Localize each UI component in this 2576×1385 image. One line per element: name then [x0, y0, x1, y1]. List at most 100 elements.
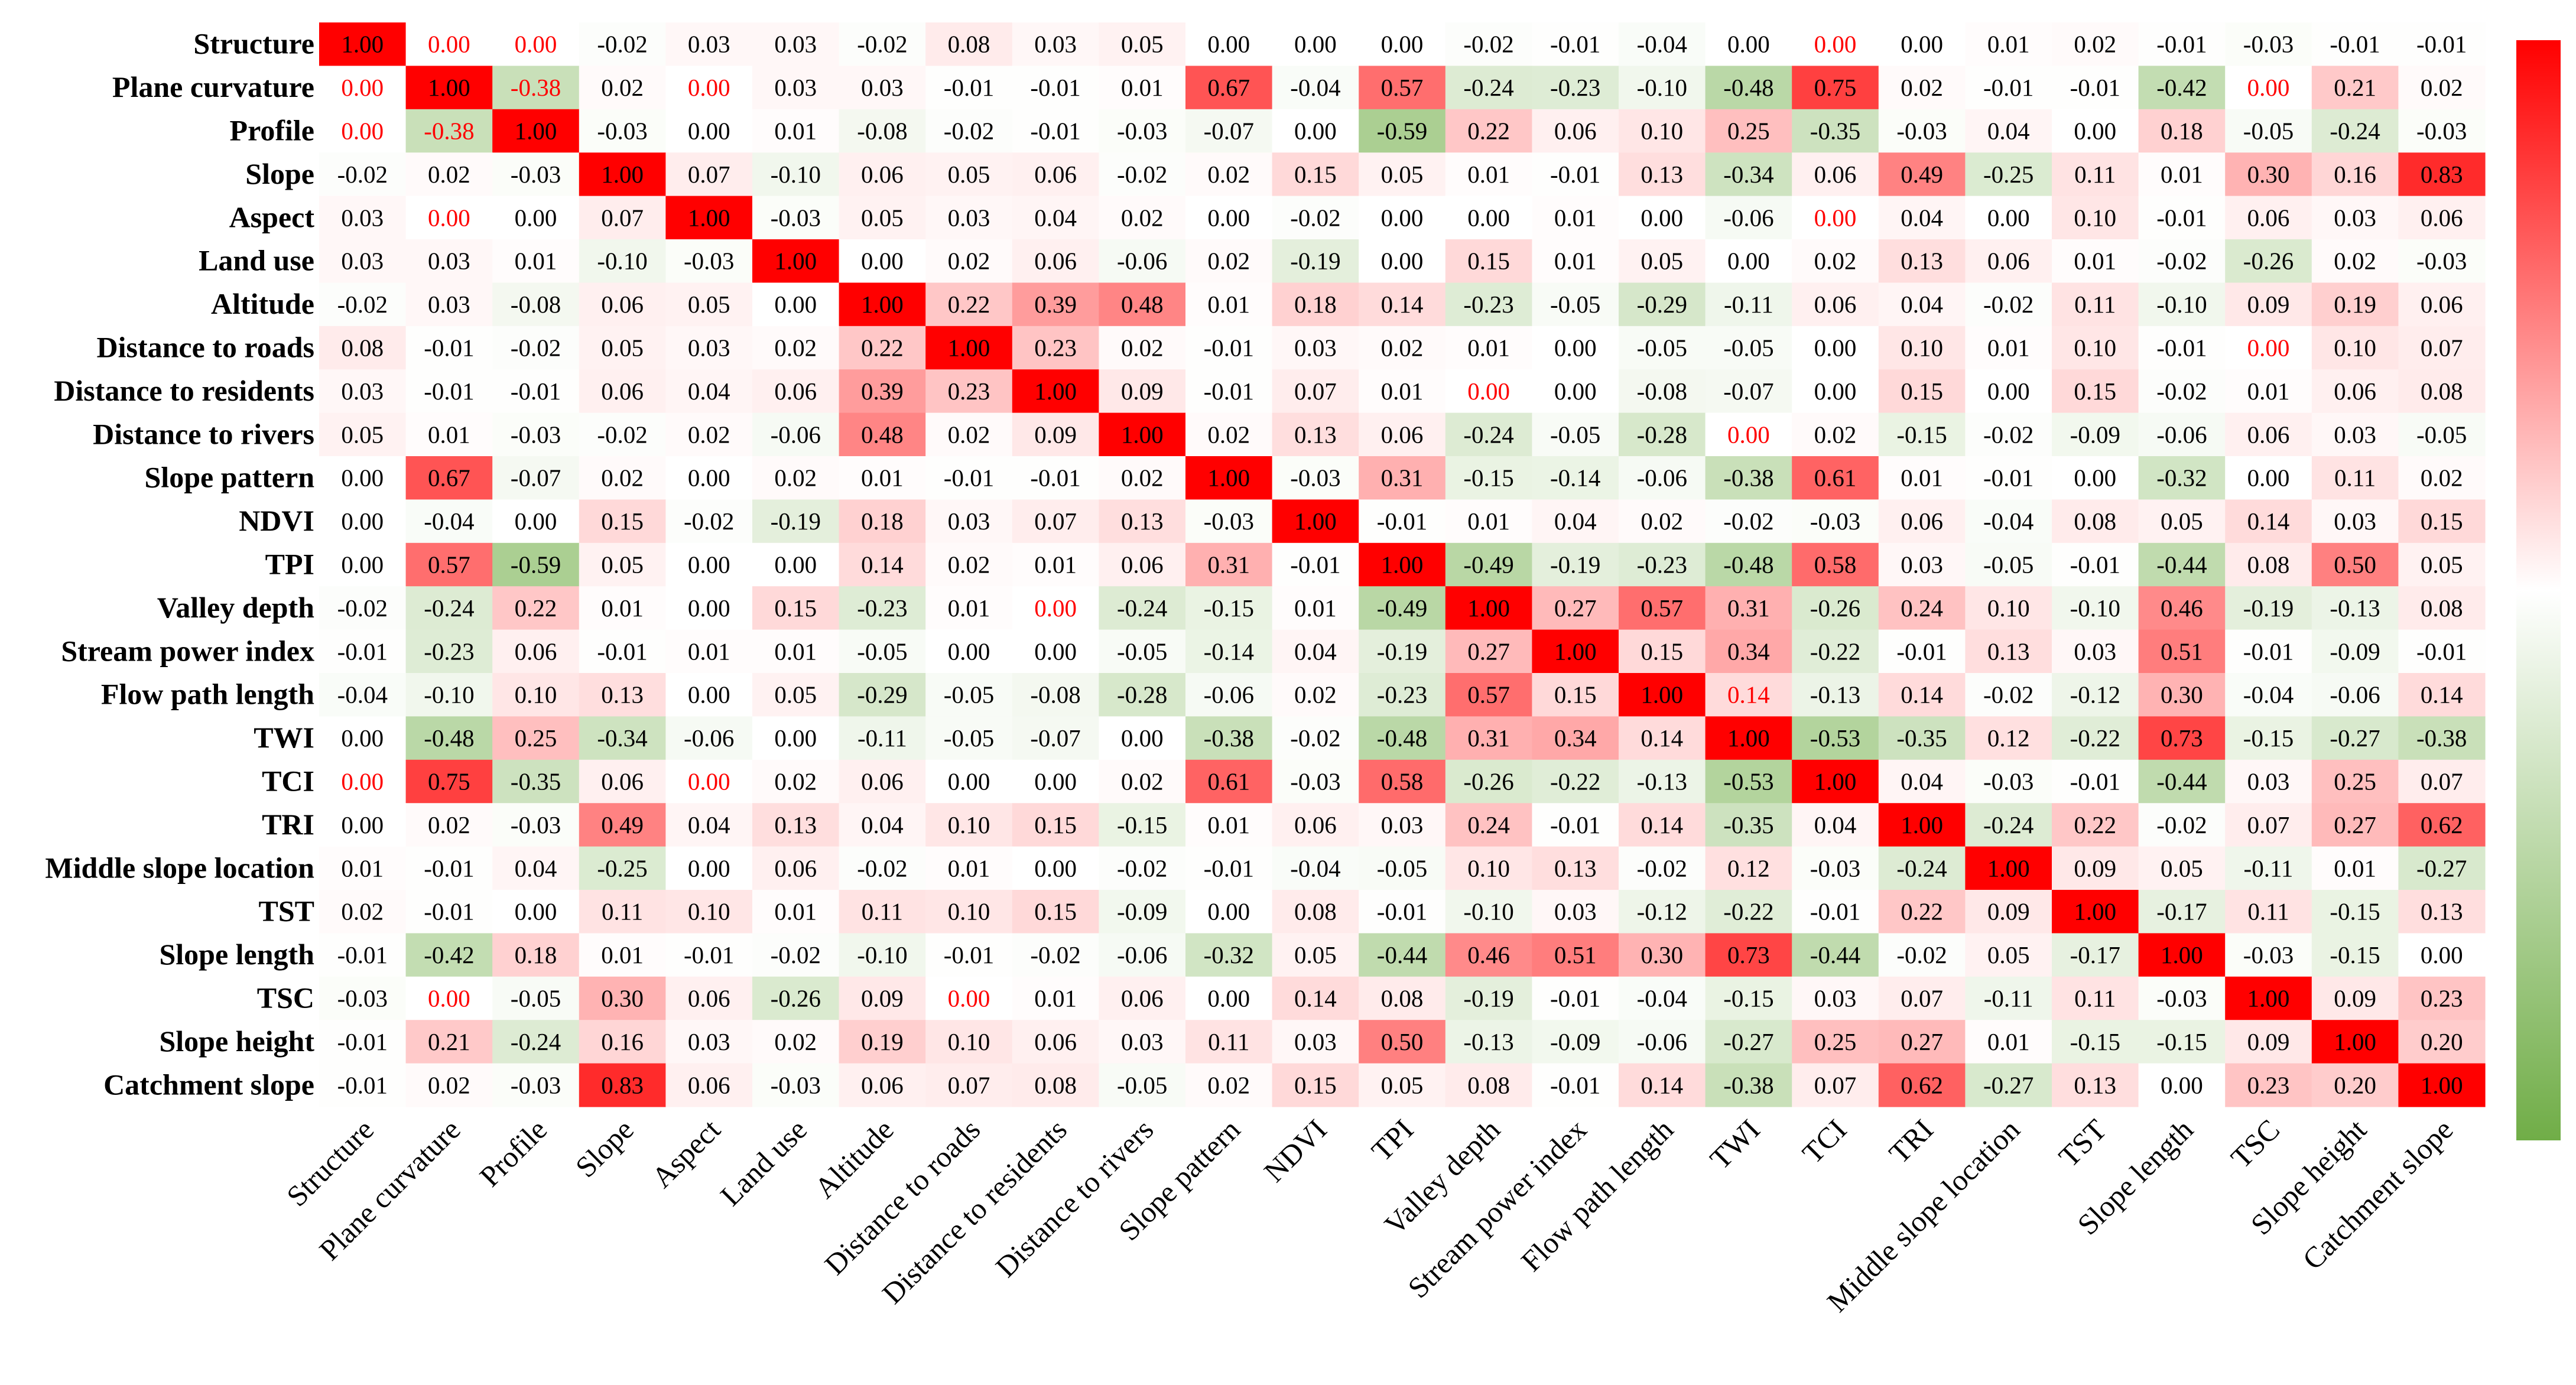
- cell-value-label: 0.05: [1381, 161, 1424, 188]
- cell-value-label: 0.15: [1034, 811, 1077, 838]
- cell-value-label: 0.05: [2161, 854, 2203, 882]
- cell-value-label: 0.13: [1121, 508, 1164, 535]
- cell-value-label: 0.03: [861, 74, 904, 101]
- cell-value-label: 0.49: [601, 811, 644, 838]
- heatmap-cell: [752, 66, 840, 110]
- cell-value-label: 0.00: [948, 638, 990, 665]
- heatmap-cell: [405, 499, 493, 544]
- heatmap-cell: [665, 152, 753, 197]
- heatmap-cell: [839, 196, 926, 240]
- heatmap-cell: [1185, 282, 1273, 327]
- row-label: Catchment slope: [103, 1068, 314, 1101]
- heatmap-cell: [2138, 586, 2226, 630]
- cell-value-label: 0.01: [688, 638, 730, 665]
- heatmap-cell: [1619, 586, 1706, 630]
- heatmap-cell: [1185, 803, 1273, 847]
- heatmap-cell: [1965, 152, 2052, 197]
- cell-value-label: -0.03: [1983, 768, 2033, 795]
- cell-value-label: 0.03: [341, 378, 384, 405]
- heatmap-cell: [1012, 109, 1099, 153]
- heatmap-cell: [492, 326, 580, 370]
- cell-value-label: 0.03: [688, 1028, 730, 1055]
- cell-value-label: 0.23: [2421, 985, 2463, 1012]
- heatmap-cell: [1012, 890, 1099, 934]
- cell-value-label: 0.58: [1814, 551, 1857, 578]
- cell-value-label: 0.50: [1381, 1028, 1424, 1055]
- heatmap-cell: [1359, 976, 1446, 1020]
- heatmap-cell: [1099, 456, 1186, 500]
- cell-value-label: -0.35: [511, 768, 561, 795]
- cell-value-label: -0.01: [1550, 161, 1600, 188]
- heatmap-cell: [579, 716, 666, 760]
- cell-value-label: -0.48: [1377, 724, 1427, 752]
- cell-value-label: 0.00: [688, 768, 730, 795]
- heatmap-cell: [2398, 1063, 2486, 1107]
- cell-value-label: 0.27: [1554, 594, 1597, 622]
- heatmap-cell: [2311, 369, 2399, 414]
- heatmap-cell: [319, 1020, 407, 1064]
- cell-value-label: 0.31: [1381, 464, 1424, 492]
- column-label: TRI: [1882, 1113, 1940, 1170]
- heatmap-cell: [1359, 586, 1446, 630]
- cell-value-label: 0.00: [515, 31, 557, 58]
- cell-value-label: 0.00: [1121, 724, 1164, 752]
- cell-value-label: 0.19: [861, 1028, 904, 1055]
- cell-value-label: 0.22: [515, 594, 557, 622]
- cell-value-label: 0.06: [688, 1071, 730, 1098]
- cell-value-label: 0.04: [1901, 291, 1943, 318]
- heatmap-cell: [1792, 1020, 1879, 1064]
- cell-value-label: -0.14: [1204, 638, 1254, 665]
- cell-value-label: 0.08: [2421, 378, 2463, 405]
- cell-value-label: -0.01: [1983, 74, 2033, 101]
- heatmap-cell: [405, 22, 493, 66]
- cell-value-label: 0.15: [1034, 898, 1077, 925]
- heatmap-cell: [1705, 66, 1792, 110]
- heatmap-cell: [1359, 499, 1446, 544]
- cell-value-label: 0.00: [688, 74, 730, 101]
- column-label: Catchment slope: [2296, 1113, 2459, 1276]
- cell-value-label: -0.04: [1290, 74, 1340, 101]
- cell-value-label: 0.15: [1294, 161, 1337, 188]
- heatmap-cell: [2311, 976, 2399, 1020]
- heatmap-cell: [405, 109, 493, 153]
- cell-value-label: 0.07: [2247, 811, 2290, 838]
- heatmap-cell: [492, 542, 580, 587]
- cell-value-label: -0.02: [1896, 941, 1947, 968]
- cell-value-label: 0.14: [2421, 681, 2463, 708]
- row-label: Slope pattern: [145, 461, 315, 494]
- cell-value-label: 0.08: [2421, 594, 2463, 622]
- heatmap-cell: [1099, 109, 1186, 153]
- heatmap-cell: [752, 673, 840, 717]
- cell-value-label: 0.07: [1034, 508, 1077, 535]
- cell-value-label: 0.22: [948, 291, 990, 318]
- cell-value-label: 0.10: [2074, 204, 2116, 231]
- cell-value-label: 0.00: [1034, 594, 1077, 622]
- cell-value-label: -0.02: [1983, 681, 2033, 708]
- heatmap-cell: [2138, 326, 2226, 370]
- column-label: Slope: [569, 1113, 640, 1184]
- cell-value-label: 0.02: [1814, 421, 1857, 448]
- heatmap-cell: [1012, 456, 1099, 500]
- heatmap-cell: [1359, 152, 1446, 197]
- heatmap-cell: [1012, 239, 1099, 283]
- cell-value-label: -0.08: [1637, 378, 1687, 405]
- cell-value-label: -0.03: [597, 118, 647, 145]
- cell-value-label: 0.34: [1727, 638, 1770, 665]
- heatmap-cell: [2138, 846, 2226, 890]
- cell-value-label: 0.00: [1207, 985, 1250, 1012]
- heatmap-cell: [1965, 759, 2052, 804]
- cell-value-label: -0.03: [2416, 248, 2467, 275]
- heatmap-cell: [319, 933, 407, 977]
- cell-value-label: 0.00: [1207, 31, 1250, 58]
- heatmap-cell: [665, 239, 753, 283]
- cell-value-label: 0.22: [1901, 898, 1943, 925]
- cell-value-label: -0.44: [2156, 768, 2207, 795]
- heatmap-cell: [2311, 586, 2399, 630]
- cell-value-label: -0.24: [1896, 854, 1947, 882]
- cell-value-label: 0.05: [601, 551, 644, 578]
- heatmap-cell: [1099, 803, 1186, 847]
- heatmap-cell: [839, 22, 926, 66]
- cell-value-label: -0.24: [424, 594, 474, 622]
- heatmap-cell: [1619, 196, 1706, 240]
- cell-value-label: -0.01: [1550, 31, 1600, 58]
